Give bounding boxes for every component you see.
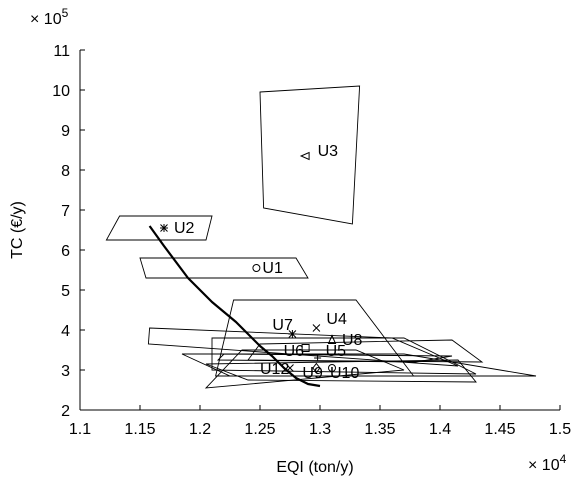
regions-layer xyxy=(105,85,537,389)
point-u9 xyxy=(312,362,321,374)
point-u4 xyxy=(312,324,321,332)
region-u9 xyxy=(181,353,537,377)
point-label-u9: U9 xyxy=(302,365,323,382)
y-tick-label: 8 xyxy=(61,163,70,180)
y-tick-label: 3 xyxy=(61,363,70,380)
point-u10 xyxy=(328,364,336,372)
region-u2 xyxy=(105,215,213,241)
x-tick-label: 1.35 xyxy=(364,421,395,438)
x-tick-label: 1.5 xyxy=(549,421,571,438)
y-axis-title: TC (€/y) xyxy=(9,201,26,259)
point-label-u5: U5 xyxy=(326,343,347,360)
point-label-u1: U1 xyxy=(262,260,283,277)
region-u7 xyxy=(147,327,459,367)
point-label-u6: U6 xyxy=(284,343,305,360)
point-label-u8: U8 xyxy=(342,332,363,349)
region-u10 xyxy=(205,359,477,383)
y-tick-label: 6 xyxy=(61,243,70,260)
point-u3 xyxy=(299,151,310,161)
point-u12 xyxy=(286,364,294,372)
point-label-u3: U3 xyxy=(318,143,339,160)
x-tick-label: 1.4 xyxy=(429,421,451,438)
markers-layer xyxy=(160,151,337,374)
region-u12 xyxy=(204,349,405,389)
y-tick-label: 2 xyxy=(61,403,70,420)
point-u7 xyxy=(288,330,297,338)
x-multiplier: × 104 xyxy=(528,452,567,474)
point-u5 xyxy=(314,354,322,362)
x-tick-label: 1.2 xyxy=(189,421,211,438)
y-tick-label: 7 xyxy=(61,203,70,220)
region-u1 xyxy=(139,257,309,279)
point-u2 xyxy=(160,224,168,232)
y-multiplier: × 105 xyxy=(30,6,69,28)
region-u8 xyxy=(247,339,484,363)
point-label-u10: U10 xyxy=(330,365,359,382)
x-tick-label: 1.3 xyxy=(309,421,331,438)
labels-layer: U1 U2 U3 U4 U5 U6 U7 U8 U9 U10 U12 xyxy=(174,143,363,382)
y-tick-label: 5 xyxy=(61,283,70,300)
point-label-u2: U2 xyxy=(174,220,195,237)
x-tick-label: 1.45 xyxy=(484,421,515,438)
point-u8 xyxy=(327,334,337,344)
region-u6 xyxy=(211,337,477,375)
region-u3 xyxy=(259,85,361,225)
x-axis-title: EQI (ton/y) xyxy=(276,459,353,476)
y-tick-label: 10 xyxy=(52,83,70,100)
point-label-u4: U4 xyxy=(326,311,347,328)
y-tick-label: 9 xyxy=(61,123,70,140)
pareto-layer xyxy=(148,225,321,388)
pareto-front-line xyxy=(148,225,321,388)
point-u1 xyxy=(252,264,261,272)
region-u5 xyxy=(216,353,453,363)
axes-layer: 1.1 1.15 1.2 1.25 1.3 1.35 1.4 1.45 1.5 2 3 4 5 6 7 8 9 1… xyxy=(52,43,571,438)
x-tick-label: 1.1 xyxy=(69,421,91,438)
point-label-u7: U7 xyxy=(272,317,293,334)
y-tick-label: 11 xyxy=(53,43,70,60)
point-label-u12: U12 xyxy=(260,361,289,378)
y-tick-label: 4 xyxy=(61,323,70,340)
point-u6 xyxy=(301,344,310,352)
x-tick-label: 1.15 xyxy=(124,421,155,438)
x-tick-label: 1.25 xyxy=(244,421,275,438)
